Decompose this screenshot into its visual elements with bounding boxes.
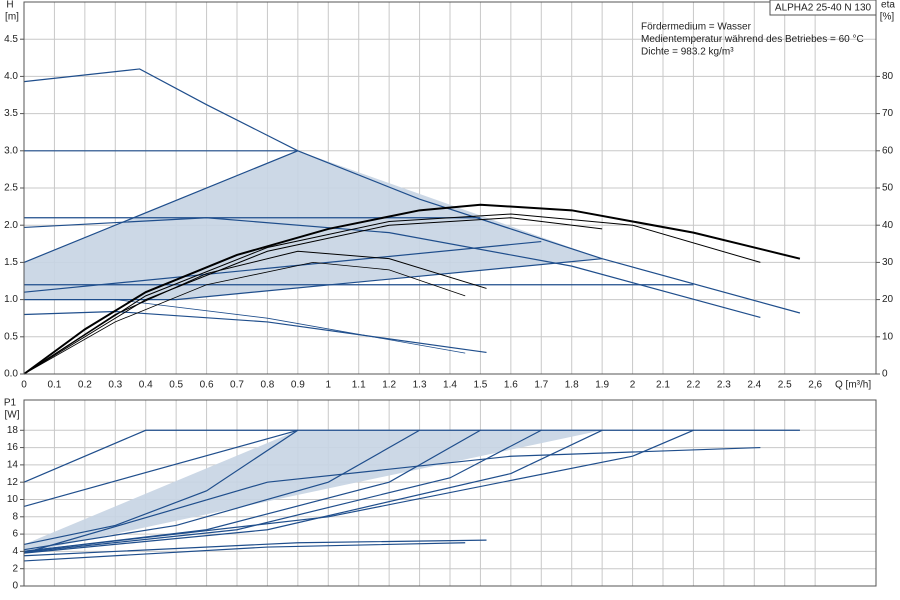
curve <box>24 258 603 301</box>
y2-axis-unit: [%] <box>880 12 895 23</box>
x-tick-label: 0.4 <box>139 380 153 391</box>
x-tick-label: 0.7 <box>230 380 244 391</box>
curve <box>23 429 299 507</box>
y2-tick-label: 60 <box>882 145 894 156</box>
plot-frame <box>23 399 877 587</box>
curve <box>23 429 542 553</box>
x-tick-label: 0.1 <box>47 380 61 391</box>
x-axis-label: Q [m³/h] <box>835 380 871 391</box>
x-tick-label: 0.9 <box>291 380 305 391</box>
y2-tick-label: 40 <box>882 220 894 231</box>
y-tick-label: 3.5 <box>4 108 18 119</box>
x-tick-label: 0.8 <box>260 380 274 391</box>
x-tick-label: 0.6 <box>200 380 214 391</box>
y-tick-label: 2.0 <box>4 220 18 231</box>
x-tick-label: 0.3 <box>108 380 122 391</box>
y-tick-label: 3.0 <box>4 145 18 156</box>
curve <box>115 299 466 354</box>
curve <box>23 217 761 319</box>
curve <box>23 429 800 483</box>
y2-tick-label: 20 <box>882 294 894 305</box>
operating-area <box>24 150 603 300</box>
y2-axis-label: eta <box>881 0 895 11</box>
y-tick-label: 10 <box>7 494 19 505</box>
y2-tick-label: 80 <box>882 71 894 82</box>
y-tick-label: 2 <box>12 563 18 574</box>
y-axis-label: P1 <box>4 398 17 409</box>
y2-tick-label: 0 <box>882 369 888 380</box>
x-tick-label: 1.1 <box>352 380 366 391</box>
y-axis-unit: [m] <box>5 12 19 23</box>
efficiency-curve <box>23 213 761 375</box>
x-tick-label: 1.7 <box>534 380 548 391</box>
x-tick-label: 2 <box>630 380 636 391</box>
curve <box>23 429 299 546</box>
x-tick-label: 1.5 <box>473 380 487 391</box>
x-tick-label: 2.3 <box>717 380 731 391</box>
curve <box>23 429 603 554</box>
x-tick-label: 2.5 <box>778 380 792 391</box>
x-tick-label: 2.1 <box>656 380 670 391</box>
y2-tick-label: 70 <box>882 108 894 119</box>
plot-frame <box>23 1 877 375</box>
y-tick-label: 0.5 <box>4 331 18 342</box>
efficiency-curve <box>23 217 603 375</box>
annotation: Fördermedium = Wasser <box>641 22 752 33</box>
operating-area <box>24 430 603 554</box>
curve <box>23 539 487 557</box>
y-axis-label: H <box>6 0 13 11</box>
y-tick-label: 2.5 <box>4 183 18 194</box>
y-tick-label: 18 <box>7 425 19 436</box>
y-tick-label: 4 <box>12 546 18 557</box>
efficiency-curve <box>23 261 466 375</box>
curve <box>23 429 420 551</box>
efficiency-curve <box>23 250 487 375</box>
curve <box>23 150 299 263</box>
y2-tick-label: 30 <box>882 257 894 268</box>
y-tick-label: 12 <box>7 477 19 488</box>
x-tick-label: 0.2 <box>78 380 92 391</box>
efficiency-curve <box>23 203 801 375</box>
chart-title: ALPHA2 25-40 N 130 <box>775 3 872 14</box>
x-tick-label: 1.9 <box>595 380 609 391</box>
curve <box>23 446 761 554</box>
curve <box>23 542 466 562</box>
x-tick-label: 1.8 <box>565 380 579 391</box>
title-box <box>769 0 877 16</box>
y-tick-label: 14 <box>7 460 19 471</box>
y-tick-label: 0.0 <box>4 369 18 380</box>
annotation: Medientemperatur während des Betriebes =… <box>641 34 864 45</box>
x-tick-label: 0 <box>21 380 27 391</box>
x-tick-label: 1.6 <box>504 380 518 391</box>
annotation: Dichte = 983.2 kg/m³ <box>641 47 734 58</box>
x-tick-label: 1.2 <box>382 380 396 391</box>
x-tick-label: 2.4 <box>747 380 761 391</box>
y-axis-unit: [W] <box>5 410 20 421</box>
x-tick-label: 1.3 <box>413 380 427 391</box>
y2-tick-label: 50 <box>882 183 894 194</box>
y-tick-label: 4.0 <box>4 71 18 82</box>
x-tick-label: 0.5 <box>169 380 183 391</box>
x-tick-label: 2,6 <box>808 380 822 391</box>
y-tick-label: 0 <box>12 581 18 592</box>
y-tick-label: 1.0 <box>4 294 18 305</box>
x-tick-label: 1 <box>326 380 332 391</box>
y-tick-label: 1.5 <box>4 257 18 268</box>
y2-tick-label: 10 <box>882 331 894 342</box>
curve <box>23 429 694 552</box>
x-tick-label: 2.2 <box>686 380 700 391</box>
y-tick-label: 4.5 <box>4 34 18 45</box>
y-tick-label: 16 <box>7 442 19 453</box>
y-tick-label: 6 <box>12 529 18 540</box>
y-tick-label: 8 <box>12 511 18 522</box>
curve <box>23 240 542 293</box>
x-tick-label: 1.4 <box>443 380 457 391</box>
